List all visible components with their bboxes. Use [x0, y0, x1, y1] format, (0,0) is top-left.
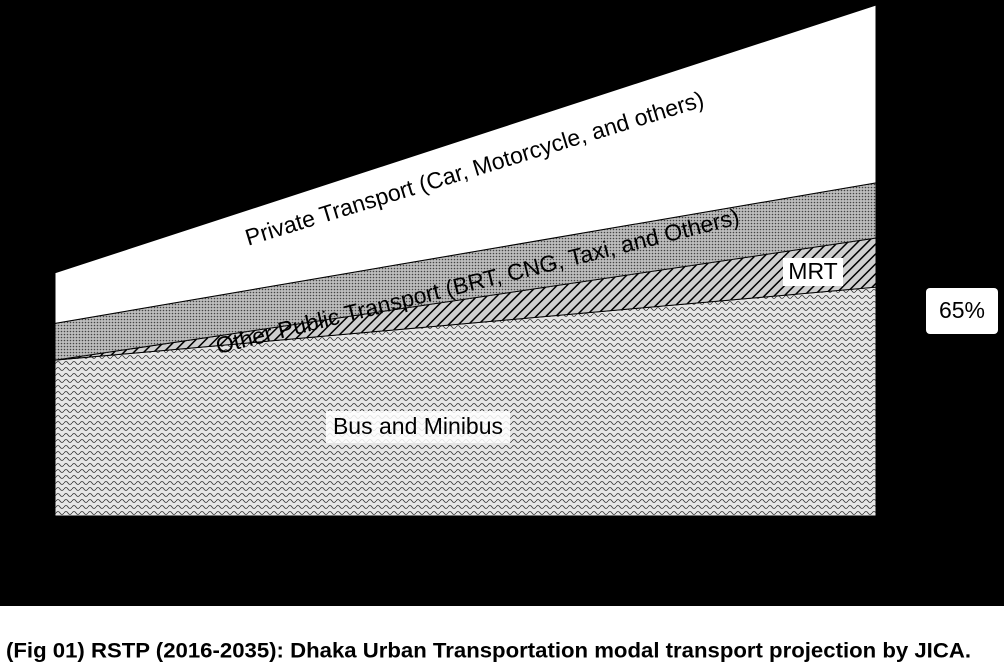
series-label: MRT	[788, 258, 837, 284]
caption: (Fig 01) RSTP (2016-2035): Dhaka Urban T…	[6, 640, 971, 663]
area-texture	[55, 287, 876, 516]
label-box	[326, 411, 510, 443]
caption-background	[0, 606, 1004, 672]
area-texture	[55, 182, 876, 361]
annotation: 65%	[939, 297, 985, 323]
label-box	[783, 258, 843, 286]
annotation-box	[926, 288, 998, 334]
series-label: Bus and Minibus	[333, 413, 503, 439]
area-texture	[55, 5, 876, 324]
